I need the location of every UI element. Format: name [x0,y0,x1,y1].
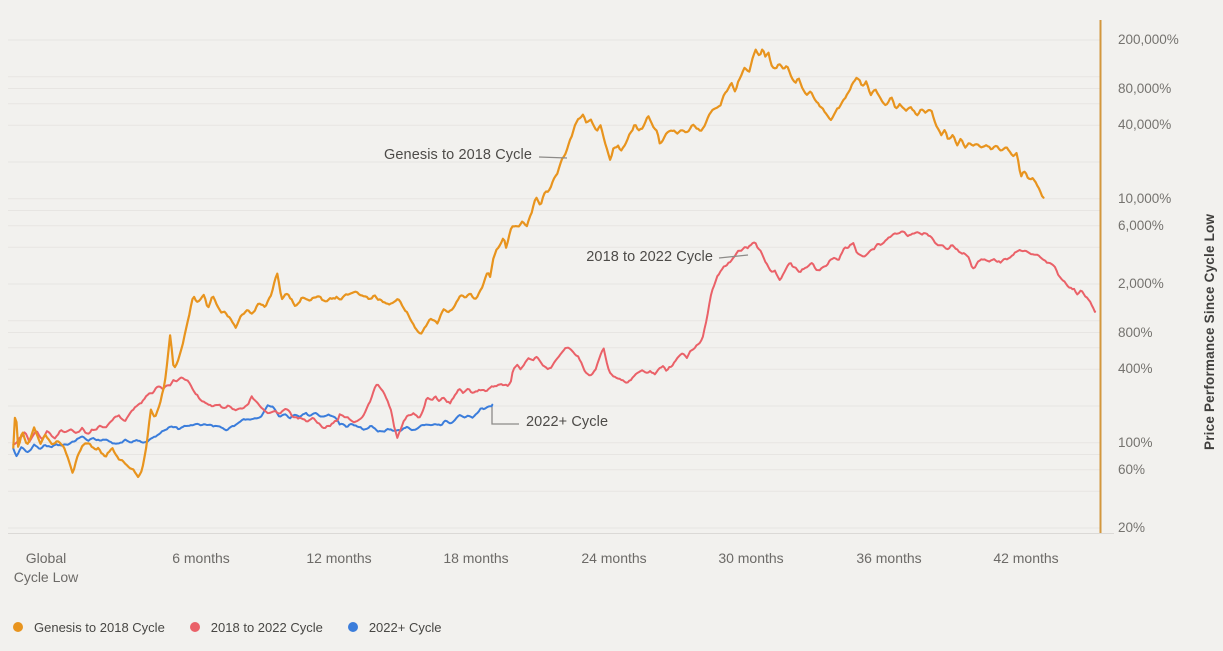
x-tick-label: 24 months [581,550,647,566]
x-tick-label: 12 months [306,550,372,566]
legend-item-genesis-2018: Genesis to 2018 Cycle [13,620,165,635]
y-tick-label: 6,000% [1118,218,1164,233]
legend-label: 2018 to 2022 Cycle [210,619,323,635]
y-tick-label: 200,000% [1118,32,1179,47]
x-tick-label: 30 months [718,550,784,566]
x-tick-label: Global Cycle Low [13,550,79,585]
y-tick-label: 80,000% [1118,81,1172,96]
x-tick-label: 42 months [993,550,1059,566]
y-tick-label: 2,000% [1118,276,1164,291]
legend-label: 2022+ Cycle [368,619,442,635]
y-tick-label: 800% [1118,325,1153,340]
y-axis-title: Price Performance Since Cycle Low [1202,213,1217,450]
x-tick-label: 36 months [856,550,922,566]
y-tick-label: 40,000% [1118,117,1172,132]
y-tick-label: 60% [1118,462,1146,477]
x-tick-label: 6 months [172,550,230,566]
legend-dot-blue-icon [347,622,358,632]
legend-dot-red-icon [189,622,200,632]
legend-item-2022-plus: 2022+ Cycle [347,619,442,635]
annotation-genesis-2018: Genesis to 2018 Cycle [384,147,532,163]
annotation-2022-plus: 2022+ Cycle [526,414,609,430]
annotation-2018-2022: 2018 to 2022 Cycle [586,249,713,265]
legend-dot-orange-icon [13,622,23,632]
legend-label: Genesis to 2018 Cycle [34,619,165,635]
y-tick-label: 400% [1118,361,1153,376]
x-tick-label: 18 months [443,550,509,566]
legend: Genesis to 2018 Cycle 2018 to 2022 Cycle… [13,617,441,637]
legend-item-2018-2022: 2018 to 2022 Cycle [189,619,323,635]
y-tick-label: 10,000% [1118,191,1172,206]
y-tick-label: 100% [1118,435,1153,450]
y-tick-label: 20% [1118,520,1146,535]
